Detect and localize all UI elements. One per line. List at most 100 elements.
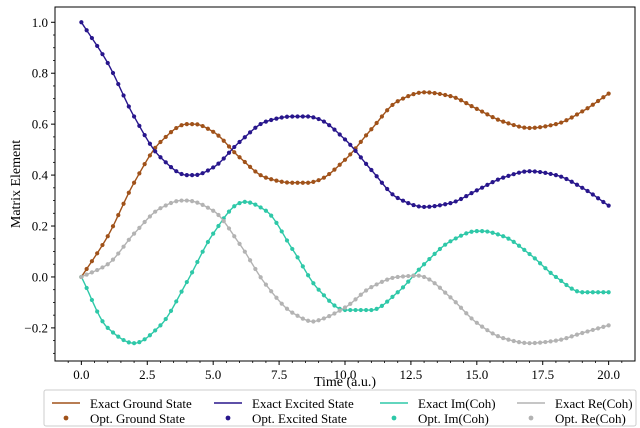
data-point-ground	[311, 179, 316, 184]
data-point-excited	[348, 142, 353, 147]
data-point-ground	[411, 92, 416, 97]
series-points-imcoh	[79, 199, 611, 346]
data-point-excited	[295, 114, 300, 119]
y-axis-label: Matrix Element	[9, 140, 24, 228]
data-point-excited	[374, 174, 379, 179]
data-point-imcoh	[147, 333, 153, 338]
data-point-ground	[522, 125, 527, 130]
data-point-excited	[342, 137, 348, 142]
legend-frame	[43, 389, 637, 427]
data-point-imcoh	[559, 278, 564, 283]
data-point-imcoh	[379, 303, 385, 308]
data-point-imcoh	[601, 290, 606, 295]
y-tick-label: 0.8	[32, 66, 48, 81]
data-point-imcoh	[258, 205, 263, 210]
data-point-imcoh	[474, 229, 479, 234]
data-point-ground	[537, 125, 543, 130]
data-point-recoh	[105, 262, 110, 267]
data-point-excited	[385, 186, 390, 192]
data-point-excited	[153, 149, 158, 154]
data-point-recoh	[205, 205, 211, 210]
data-point-excited	[142, 133, 147, 138]
data-point-ground	[379, 114, 385, 119]
data-point-ground	[495, 117, 501, 122]
data-point-recoh	[548, 339, 553, 344]
data-point-ground	[100, 242, 105, 248]
data-point-recoh	[342, 305, 348, 310]
y-tick-label: 1.0	[32, 15, 48, 30]
data-point-ground	[195, 122, 200, 127]
data-point-imcoh	[469, 229, 474, 234]
data-point-excited	[205, 168, 211, 173]
data-point-recoh	[448, 295, 453, 300]
legend-label-ground-opt: Opt. Ground State	[90, 411, 185, 426]
data-point-imcoh	[242, 199, 247, 204]
data-point-ground	[321, 175, 327, 180]
data-point-recoh	[126, 237, 131, 242]
data-point-imcoh	[184, 279, 189, 285]
data-point-imcoh	[263, 208, 269, 213]
data-point-imcoh	[495, 232, 501, 237]
data-point-imcoh	[506, 236, 511, 241]
data-point-excited	[448, 201, 453, 206]
data-point-excited	[390, 192, 395, 197]
data-point-ground	[242, 159, 247, 165]
data-point-recoh	[247, 258, 253, 263]
data-point-recoh	[95, 267, 100, 273]
data-point-imcoh	[543, 266, 548, 271]
data-point-imcoh	[416, 267, 421, 272]
data-point-ground	[543, 124, 548, 129]
data-point-imcoh	[527, 251, 532, 257]
data-point-excited	[284, 114, 290, 119]
data-point-imcoh	[395, 290, 400, 295]
data-point-ground	[279, 179, 284, 184]
data-point-recoh	[574, 332, 580, 337]
y-tick-label: 0.0	[32, 269, 48, 284]
data-point-excited	[290, 114, 295, 119]
data-point-recoh	[79, 274, 84, 280]
data-point-excited	[490, 180, 495, 185]
data-point-ground	[443, 92, 448, 98]
data-point-imcoh	[153, 328, 158, 333]
data-point-recoh	[189, 199, 195, 204]
data-point-recoh	[374, 282, 379, 287]
data-point-ground	[121, 201, 126, 206]
data-point-ground	[485, 112, 490, 117]
data-point-excited	[332, 127, 337, 132]
data-point-imcoh	[163, 316, 168, 322]
data-point-excited	[495, 177, 501, 182]
data-point-ground	[585, 106, 590, 111]
data-point-ground	[369, 127, 374, 132]
data-point-ground	[295, 180, 300, 185]
data-point-excited	[116, 81, 121, 87]
series-points-ground	[79, 90, 611, 280]
data-point-imcoh	[363, 307, 369, 313]
data-point-excited	[137, 123, 142, 128]
data-point-ground	[316, 178, 321, 183]
data-point-excited	[564, 176, 569, 182]
data-point-recoh	[580, 330, 585, 336]
data-point-excited	[121, 93, 126, 98]
data-point-imcoh	[427, 256, 432, 262]
data-point-ground	[501, 119, 506, 124]
data-point-ground	[606, 91, 611, 96]
data-point-imcoh	[95, 309, 100, 314]
data-point-recoh	[363, 288, 369, 293]
data-point-recoh	[327, 314, 332, 319]
legend-label-ground-exact: Exact Ground State	[90, 396, 192, 411]
data-point-imcoh	[158, 323, 163, 328]
data-point-excited	[279, 115, 284, 120]
x-tick-label: 0.0	[73, 367, 89, 382]
data-point-recoh	[305, 318, 311, 323]
x-tick-label: 7.5	[271, 367, 287, 382]
data-point-recoh	[226, 226, 232, 231]
data-point-ground	[226, 144, 232, 149]
x-axis-label: Time (a.u.)	[314, 375, 376, 390]
data-point-recoh	[595, 326, 601, 331]
data-point-ground	[385, 108, 390, 113]
data-point-ground	[84, 266, 89, 272]
data-point-ground	[458, 98, 464, 103]
data-point-ground	[258, 173, 263, 178]
data-point-recoh	[501, 335, 506, 341]
